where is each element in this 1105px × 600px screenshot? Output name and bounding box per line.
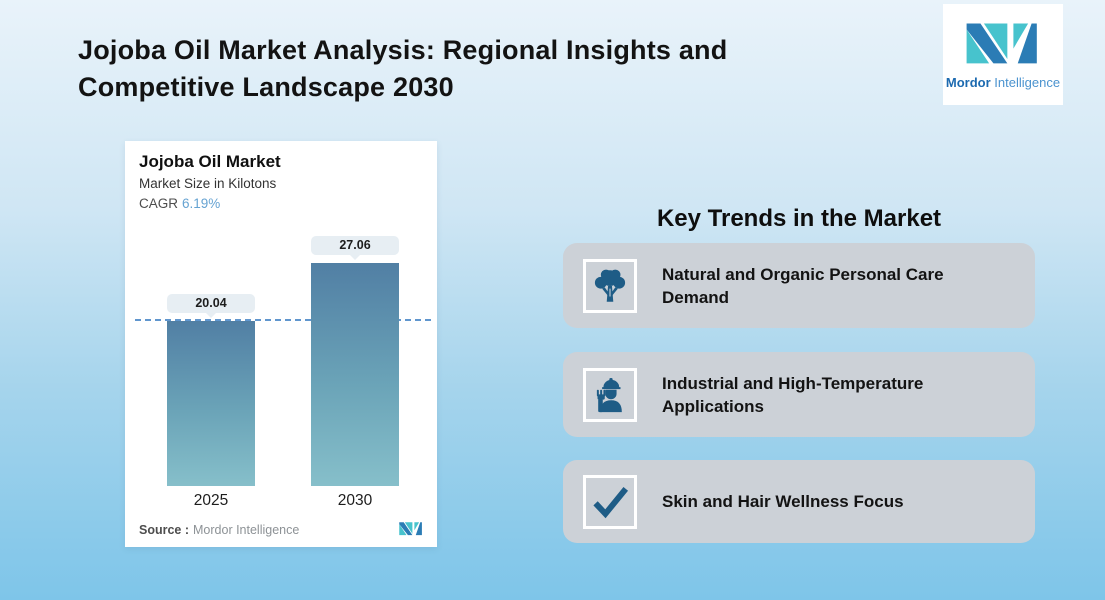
cagr-label: CAGR	[139, 196, 179, 211]
page-title-line2: Competitive Landscape 2030	[78, 72, 454, 102]
mordor-logo-text: Mordor Intelligence	[946, 75, 1060, 90]
mordor-mini-logo-icon	[397, 521, 425, 538]
value-label-2030: 27.06	[311, 236, 399, 260]
logo-brand-regular: Intelligence	[990, 74, 1061, 90]
page-title-line1: Jojoba Oil Market Analysis: Regional Ins…	[78, 35, 728, 65]
tree-icon	[583, 258, 637, 313]
bar-chart-plot: 20.04 27.06	[125, 141, 437, 486]
chart-subtitle: Market Size in Kilotons	[139, 176, 277, 191]
trend-card-wellness: Skin and Hair Wellness Focus	[563, 460, 1035, 543]
chart-cagr: CAGR 6.19%	[139, 196, 220, 211]
logo-brand-bold: Mordor	[945, 74, 991, 90]
trend-card-personal-care: Natural and Organic Personal Care Demand	[563, 243, 1035, 328]
key-trends-heading: Key Trends in the Market	[656, 205, 942, 232]
source-row: Source : Mordor Intelligence	[139, 521, 425, 538]
key-trends-panel: Key Trends in the Market	[563, 205, 1035, 545]
source-text: Source : Mordor Intelligence	[139, 523, 299, 537]
checkmark-icon	[583, 474, 637, 529]
trend-card-industrial: Industrial and High-Temperature Applicat…	[563, 352, 1035, 437]
value-label-2025: 20.04	[167, 294, 255, 318]
bar-2025	[167, 321, 255, 486]
x-axis-label-2025: 2025	[193, 492, 229, 509]
chart-title: Jojoba Oil Market	[139, 152, 281, 171]
market-chart-card: Jojoba Oil Market Market Size in Kiloton…	[125, 141, 437, 547]
worker-icon	[583, 367, 637, 422]
mordor-logo-mark-icon	[966, 22, 1037, 63]
trend-label: Natural and Organic Personal Care Demand	[662, 264, 944, 307]
x-axis-label-2030: 2030	[337, 492, 373, 509]
trend-label: Skin and Hair Wellness Focus	[662, 492, 904, 511]
cagr-value: 6.19%	[182, 196, 221, 211]
bar-2030	[311, 263, 399, 486]
reference-dashed-line	[135, 319, 431, 321]
source-label: Source :	[139, 522, 190, 537]
source-value: Mordor Intelligence	[193, 522, 300, 537]
page-title: Jojoba Oil Market Analysis: Regional Ins…	[78, 32, 878, 106]
trend-label: Industrial and High-Temperature Applicat…	[662, 373, 924, 416]
mordor-intelligence-logo: Mordor Intelligence	[943, 4, 1063, 105]
